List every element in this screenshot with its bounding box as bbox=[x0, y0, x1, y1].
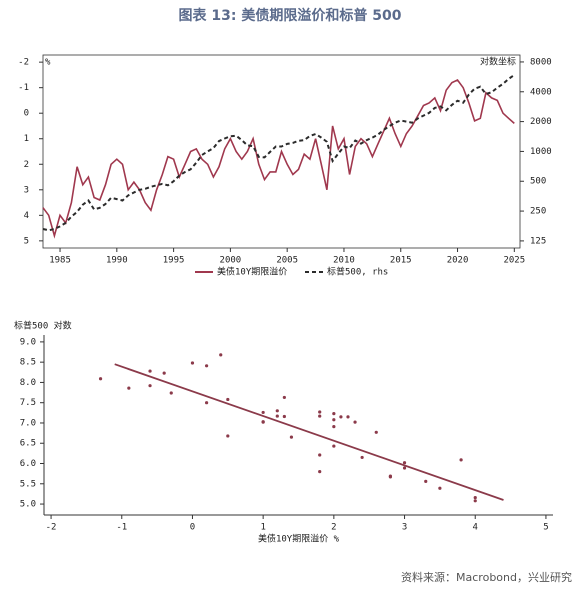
y2-tick-label: 4000 bbox=[530, 87, 552, 97]
point bbox=[127, 386, 131, 390]
y-tick-label: 6.0 bbox=[20, 459, 36, 469]
point bbox=[169, 391, 173, 395]
x-tick-label: 1 bbox=[260, 523, 265, 533]
point bbox=[148, 369, 152, 373]
y-tick-label: 7.5 bbox=[20, 398, 36, 408]
x-tick-label: 2025 bbox=[503, 256, 525, 266]
point bbox=[289, 435, 294, 439]
point bbox=[275, 414, 279, 418]
y2-axis-label: 对数坐标 bbox=[480, 56, 516, 68]
y2-tick-label: 250 bbox=[530, 207, 546, 217]
x-tick-label: 1985 bbox=[49, 256, 71, 266]
point bbox=[438, 486, 442, 490]
y-axis-label: % bbox=[45, 58, 51, 68]
y2-tick-label: 125 bbox=[530, 236, 546, 246]
legend-label: 美债10Y期限溢价 bbox=[217, 266, 287, 278]
point bbox=[162, 371, 166, 375]
y-tick-label: 2 bbox=[24, 160, 29, 170]
x-tick-label: 1990 bbox=[106, 256, 128, 266]
y-tick-label: 1 bbox=[24, 134, 29, 144]
y-tick-label: 5 bbox=[24, 236, 29, 246]
point bbox=[332, 418, 336, 422]
chart-title: 图表 13: 美债期限溢价和标普 500 bbox=[179, 7, 402, 24]
y-tick-label: 4 bbox=[24, 211, 29, 221]
x-tick-label: 4 bbox=[473, 523, 478, 533]
source: 资料来源：Macrobond，兴业研究 bbox=[401, 570, 572, 584]
point bbox=[190, 361, 195, 365]
series-line bbox=[42, 74, 515, 232]
point bbox=[374, 430, 378, 434]
y2-tick-label: 1000 bbox=[530, 147, 552, 157]
point bbox=[148, 384, 152, 388]
point bbox=[226, 397, 230, 402]
y-tick-label: 5.0 bbox=[20, 500, 36, 510]
x-tick-label: -1 bbox=[116, 523, 127, 533]
x-tick-label: -2 bbox=[46, 523, 57, 533]
point bbox=[332, 412, 336, 416]
legend-label: 标普500, rhs bbox=[327, 266, 388, 278]
y2-tick-label: 2000 bbox=[530, 117, 552, 127]
point bbox=[219, 353, 223, 357]
point bbox=[424, 479, 428, 483]
point bbox=[318, 414, 322, 418]
y-tick-label: 8.0 bbox=[20, 378, 36, 388]
y-tick-label: 8.5 bbox=[20, 358, 36, 368]
point bbox=[339, 415, 343, 419]
x-tick-label: 5 bbox=[543, 523, 548, 533]
y-tick-label: -1 bbox=[18, 83, 29, 93]
point bbox=[275, 409, 279, 413]
y-tick-label: 6.5 bbox=[20, 439, 36, 449]
point bbox=[204, 364, 209, 368]
y-tick-label: 3 bbox=[24, 185, 29, 195]
point bbox=[388, 474, 393, 478]
point bbox=[226, 434, 230, 438]
point bbox=[98, 377, 103, 381]
x-axis-label: 美债10Y期限溢价 % bbox=[258, 533, 340, 545]
series-line bbox=[42, 78, 515, 239]
point bbox=[318, 470, 322, 474]
x-tick-label: 2005 bbox=[276, 256, 298, 266]
point bbox=[318, 453, 322, 457]
y-tick-label: -2 bbox=[18, 58, 29, 68]
y-tick-label: 9.0 bbox=[20, 337, 36, 347]
x-tick-label: 3 bbox=[402, 523, 407, 533]
y-axis-label: 标普500 对数 bbox=[14, 320, 72, 332]
x-tick-label: 2000 bbox=[220, 256, 242, 266]
point bbox=[346, 415, 350, 419]
x-tick-label: 2015 bbox=[390, 256, 412, 266]
x-tick-label: 2020 bbox=[447, 256, 469, 266]
point bbox=[402, 466, 407, 470]
y-tick-label: 0 bbox=[24, 109, 29, 119]
point bbox=[282, 414, 286, 419]
fit-line bbox=[114, 363, 504, 501]
y2-tick-label: 500 bbox=[530, 177, 546, 187]
point bbox=[332, 425, 336, 429]
point bbox=[204, 401, 209, 405]
y-tick-label: 7.0 bbox=[20, 418, 36, 428]
x-tick-label: 2 bbox=[331, 523, 336, 533]
y-tick-label: 5.5 bbox=[20, 479, 36, 489]
point bbox=[473, 495, 477, 500]
x-tick-label: 1995 bbox=[163, 256, 185, 266]
point bbox=[402, 461, 407, 465]
point bbox=[318, 410, 322, 414]
point bbox=[261, 420, 265, 424]
y2-tick-label: 8000 bbox=[530, 57, 552, 67]
x-tick-label: 2010 bbox=[333, 256, 355, 266]
point bbox=[360, 455, 364, 460]
point bbox=[353, 420, 357, 424]
point bbox=[261, 410, 265, 415]
point bbox=[282, 395, 286, 400]
point bbox=[473, 499, 477, 503]
point bbox=[459, 458, 463, 462]
x-tick-label: 0 bbox=[190, 523, 195, 533]
point bbox=[332, 444, 336, 448]
